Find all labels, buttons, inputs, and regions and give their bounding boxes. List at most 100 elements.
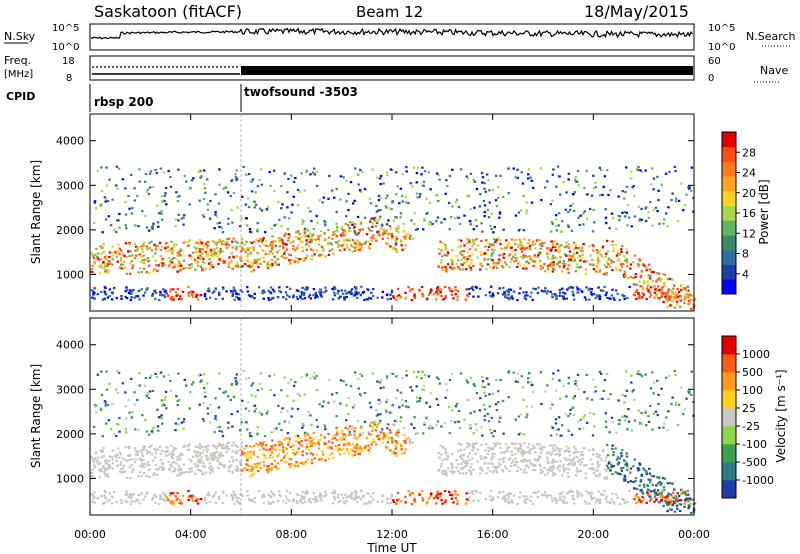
power-cell (492, 231, 495, 234)
velocity-cell (563, 496, 567, 499)
velocity-cell (190, 460, 193, 463)
power-cell (511, 297, 514, 300)
power-cell (119, 249, 123, 252)
power-cell (540, 242, 544, 245)
power-cell (509, 288, 513, 291)
velocity-cell (598, 464, 601, 467)
velocity-cell (171, 456, 174, 460)
power-cell (353, 294, 357, 297)
velocity-cell (460, 454, 464, 457)
power-cell (124, 295, 127, 299)
power-cell (206, 208, 210, 211)
power-cell (244, 203, 248, 206)
power-cell (483, 210, 486, 214)
velocity-cell (383, 434, 386, 437)
velocity-cell (636, 372, 640, 375)
power-cell (395, 237, 399, 240)
power-cell (212, 254, 215, 257)
power-cell (340, 227, 344, 230)
power-cell (571, 259, 574, 263)
power-cell (512, 167, 515, 170)
power-cell (198, 265, 201, 268)
velocity-cell (611, 421, 615, 424)
velocity-cell (235, 452, 238, 455)
velocity-cell (204, 446, 208, 449)
velocity-cell (372, 421, 376, 424)
power-cell (391, 200, 395, 203)
velocity-cell (175, 395, 178, 398)
velocity-cell (483, 414, 486, 418)
power-cell (462, 256, 465, 259)
power-cell (400, 194, 404, 197)
velocity-cell (449, 419, 453, 423)
velocity-cell (307, 410, 310, 413)
power-cell (445, 179, 448, 182)
power-cell (459, 252, 462, 255)
velocity-cell (102, 454, 105, 458)
velocity-cell (338, 453, 342, 456)
power-cell (389, 297, 392, 300)
power-cell (507, 242, 511, 245)
velocity-cell (353, 490, 357, 493)
velocity-cell (652, 392, 655, 395)
velocity-cell (202, 419, 206, 422)
velocity-cell (668, 374, 671, 378)
velocity-cell (199, 459, 202, 462)
velocity-cell (514, 461, 517, 464)
velocity-cell (657, 501, 660, 504)
velocity-cell (680, 492, 683, 496)
velocity-cell (206, 457, 210, 460)
noise-trace (90, 27, 693, 40)
velocity-cell (539, 465, 542, 468)
power-cell (405, 170, 408, 173)
power-cell (104, 268, 107, 272)
power-cell (549, 203, 553, 206)
power-cell (104, 200, 107, 203)
power-cell (120, 295, 123, 298)
power-cell (539, 243, 542, 247)
power-cell (142, 267, 146, 271)
power-cell (388, 232, 391, 235)
velocity-cell (263, 454, 266, 457)
velocity-cell (536, 459, 540, 462)
power-cell (164, 247, 167, 250)
power-cell (559, 256, 562, 259)
velocity-cell (169, 389, 173, 392)
power-cell (474, 219, 478, 222)
power-cell (404, 244, 407, 247)
power-cell (356, 173, 360, 176)
velocity-cell (386, 502, 389, 505)
power-cell (169, 297, 173, 300)
velocity-cell (463, 418, 466, 421)
velocity-cell (327, 446, 330, 450)
velocity-cell (669, 493, 673, 496)
power-cell (304, 256, 308, 260)
power-cell (341, 231, 344, 235)
power-cell (372, 294, 375, 297)
power-cell (509, 296, 512, 299)
velocity-cell (519, 447, 522, 451)
power-cell (551, 173, 555, 176)
velocity-cell (464, 502, 468, 505)
velocity-cell (629, 480, 633, 483)
velocity-cell (585, 373, 588, 377)
velocity-cell (200, 446, 204, 449)
velocity-cell (187, 445, 190, 448)
power-cell (449, 289, 452, 292)
velocity-cell (456, 420, 460, 423)
power-cell (172, 246, 175, 249)
velocity-cell (305, 452, 309, 455)
velocity-cell (294, 435, 298, 438)
power-cell (463, 244, 466, 247)
power-cell (92, 257, 96, 260)
power-cell (125, 296, 129, 300)
power-cell (136, 295, 140, 298)
velocity-cell (649, 490, 653, 493)
velocity-cell (300, 440, 303, 443)
power-cell (163, 294, 166, 297)
velocity-cell (103, 467, 106, 470)
power-cell (422, 184, 426, 188)
power-cell (632, 276, 635, 280)
velocity-cell (399, 420, 402, 423)
power-cell (423, 170, 427, 173)
